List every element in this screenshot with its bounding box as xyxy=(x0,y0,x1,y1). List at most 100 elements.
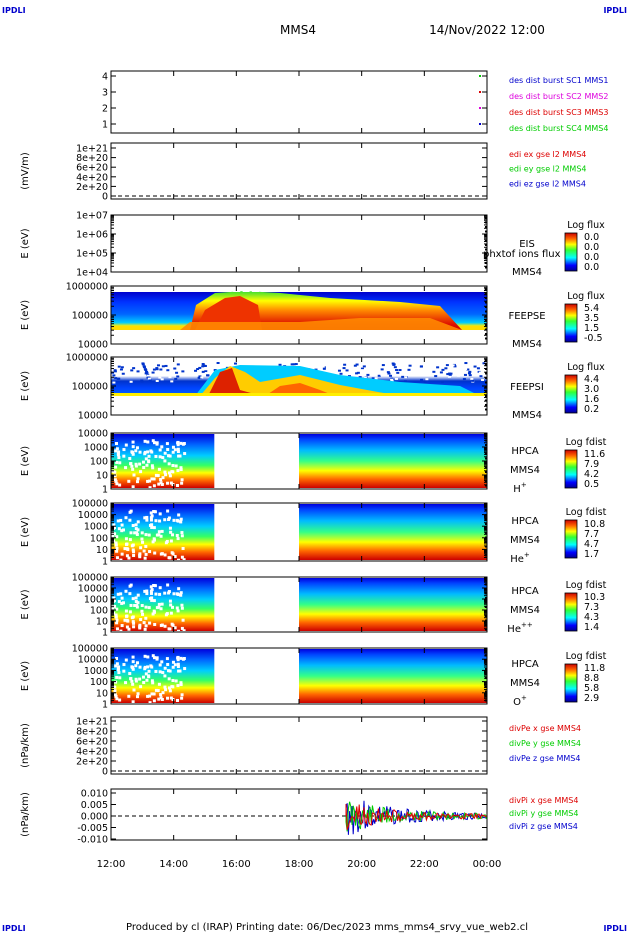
noise-cell xyxy=(181,442,185,446)
speckle xyxy=(132,367,136,370)
speckle xyxy=(392,363,396,366)
y-tick-label: 0.005 xyxy=(81,800,108,811)
speckle xyxy=(176,375,180,378)
x-tick-label: 14:00 xyxy=(159,859,188,870)
panel-frame-divpe xyxy=(110,716,488,775)
noise-cell xyxy=(163,459,167,463)
speckle xyxy=(203,366,207,369)
noise-cell xyxy=(158,448,162,452)
noise-cell xyxy=(171,665,175,669)
noise-cell xyxy=(149,511,153,515)
noise-cell xyxy=(172,592,176,596)
noise-cell xyxy=(133,603,137,607)
y-tick-label: 1e+21 xyxy=(76,144,108,155)
data-gap xyxy=(214,649,299,703)
noise-cell xyxy=(158,519,162,523)
noise-cell xyxy=(152,583,156,587)
right-edge-tick xyxy=(485,583,487,586)
speckle xyxy=(401,375,405,378)
speckle xyxy=(130,369,134,372)
right-edge-tick xyxy=(485,328,487,331)
noise-cell xyxy=(131,660,135,664)
noise-cell xyxy=(148,694,152,698)
right-edge-tick xyxy=(485,368,487,370)
right-edge-tick xyxy=(485,457,487,460)
speckle xyxy=(472,363,476,366)
speckle xyxy=(200,376,204,379)
noise-cell xyxy=(127,627,131,631)
speckle xyxy=(203,364,207,367)
noise-cell xyxy=(118,483,122,487)
speckle xyxy=(356,371,360,374)
x-tick-label: 20:00 xyxy=(347,859,376,870)
speckle xyxy=(347,375,351,378)
speckle xyxy=(160,362,164,365)
y-tick-label: 100 xyxy=(90,606,108,617)
noise-cell xyxy=(171,483,175,487)
speckle xyxy=(173,367,177,370)
noise-cell xyxy=(121,601,125,605)
right-edge-tick xyxy=(485,257,487,260)
noise-cell xyxy=(136,695,140,699)
colorbar-title: Log fdist xyxy=(566,651,607,662)
noise-cell xyxy=(134,596,138,600)
legend-entry: des dist burst SC1 MMS1 xyxy=(509,76,608,85)
spectrogram-low-band xyxy=(111,393,487,396)
speckle xyxy=(393,366,397,369)
noise-cell xyxy=(170,685,174,689)
noise-cell xyxy=(111,604,115,608)
y-tick-label: 1e+06 xyxy=(76,230,108,241)
noise-cell xyxy=(171,450,175,454)
right-edge-tick xyxy=(485,554,487,557)
noise-cell xyxy=(139,546,143,550)
speckle xyxy=(345,369,349,372)
speckle xyxy=(156,364,160,367)
noise-cell xyxy=(163,591,167,595)
y-tick-label: 10 xyxy=(96,545,108,556)
noise-cell xyxy=(136,593,140,597)
noise-cell xyxy=(136,477,140,481)
right-edge-tick xyxy=(485,615,487,617)
noise-cell xyxy=(166,583,170,587)
colorbar-tick-label: 3.0 xyxy=(584,384,599,395)
x-tick-label: 18:00 xyxy=(285,859,314,870)
noise-cell xyxy=(117,671,121,675)
noise-cell xyxy=(139,618,143,622)
noise-cell xyxy=(114,465,118,469)
noise-cell xyxy=(146,479,150,483)
y-tick-label: 1000 xyxy=(84,595,108,606)
noise-cell xyxy=(327,287,335,292)
noise-cell xyxy=(138,626,142,630)
noise-cell xyxy=(158,670,162,674)
speckle xyxy=(116,377,120,380)
noise-cell xyxy=(124,658,128,662)
burst-marker xyxy=(479,75,481,77)
y-tick-label: 1 xyxy=(102,700,108,711)
speckle xyxy=(159,368,163,371)
right-edge-tick xyxy=(485,244,487,246)
right-edge-tick xyxy=(485,579,487,581)
noise-cell xyxy=(128,672,132,676)
speckle xyxy=(191,369,195,372)
overlay-label: phxtof ions flux xyxy=(483,249,561,260)
speckle xyxy=(175,371,179,374)
noise-cell xyxy=(167,686,171,690)
noise-cell xyxy=(183,452,187,456)
speckle xyxy=(322,367,326,370)
noise-cell xyxy=(163,666,167,670)
noise-cell xyxy=(124,589,128,593)
right-edge-tick xyxy=(485,672,487,675)
noise-cell xyxy=(173,626,177,630)
noise-cell xyxy=(163,518,167,522)
noise-cell xyxy=(158,512,162,516)
right-edge-tick xyxy=(485,610,487,613)
noise-cell xyxy=(151,439,155,443)
colorbar-tick-label: -0.5 xyxy=(584,333,603,344)
noise-cell xyxy=(153,656,157,660)
noise-cell xyxy=(134,677,138,681)
noise-cell xyxy=(143,516,147,520)
noise-cell xyxy=(177,454,181,458)
speckle xyxy=(112,374,116,377)
colorbar-tick-label: 0.0 xyxy=(584,262,599,273)
noise-cell xyxy=(144,544,148,548)
